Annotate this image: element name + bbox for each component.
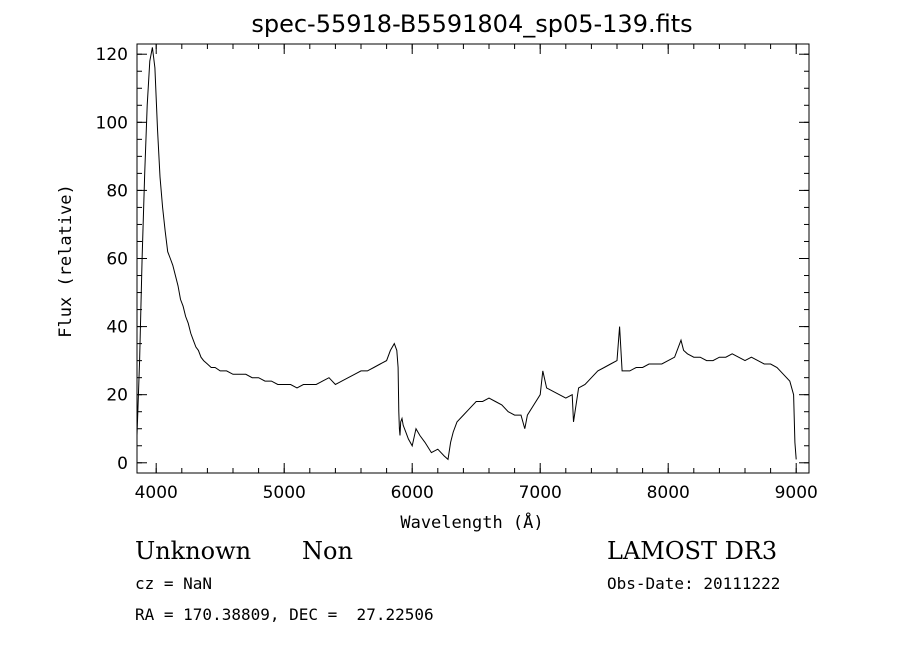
axis-ticks [137, 44, 809, 473]
y-tick-label: 60 [106, 250, 128, 270]
spectrum-line [136, 47, 797, 461]
x-tick-label: 6000 [391, 483, 434, 503]
cz-label: cz = NaN [135, 574, 212, 593]
x-axis-label: Wavelength (Å) [400, 511, 543, 533]
y-tick-label: 80 [106, 181, 128, 201]
chart-title: spec-55918-B5591804_sp05-139.fits [251, 10, 692, 38]
y-tick-label: 0 [117, 454, 128, 474]
x-tick-label: 7000 [519, 483, 562, 503]
subclass-label: Non [302, 537, 353, 565]
x-tick-label: 4000 [135, 483, 178, 503]
survey-label: LAMOST DR3 [607, 537, 777, 565]
obs-date-label: Obs-Date: 20111222 [607, 574, 780, 593]
x-tick-label: 9000 [775, 483, 818, 503]
classification-label: Unknown [135, 537, 251, 565]
x-tick-label: 5000 [263, 483, 306, 503]
coordinates-label: RA = 170.38809, DEC = 27.22506 [135, 605, 434, 624]
x-tick-label: 8000 [647, 483, 690, 503]
y-tick-label: 40 [106, 318, 128, 338]
y-tick-label: 120 [96, 45, 128, 65]
y-tick-label: 20 [106, 386, 128, 406]
y-axis-label: Flux (relative) [56, 184, 76, 338]
y-tick-label: 100 [96, 113, 128, 133]
tick-labels: 4000 5000 6000 7000 8000 9000 0 20 40 60 80 100 120 [96, 45, 818, 503]
plot-frame [136, 43, 810, 474]
